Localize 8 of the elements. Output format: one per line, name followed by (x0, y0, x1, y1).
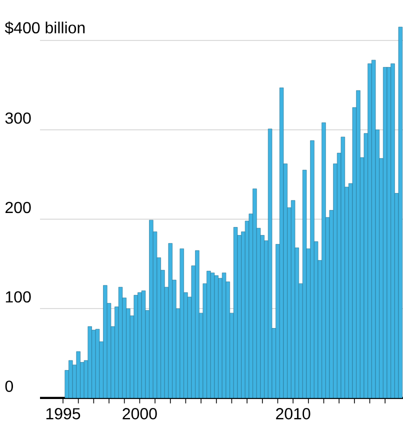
y-tick-label: 100 (6, 291, 31, 303)
x-tick-label: 2010 (276, 408, 310, 420)
y-tick-label: 300 (5, 112, 31, 124)
x-tick-label: 1995 (46, 408, 80, 420)
y-tick-label: $400 billion (4, 21, 85, 34)
y-tick-label: 0 (5, 380, 13, 392)
y-tick-label: 200 (6, 202, 31, 214)
x-tick-label: 2000 (122, 408, 157, 420)
